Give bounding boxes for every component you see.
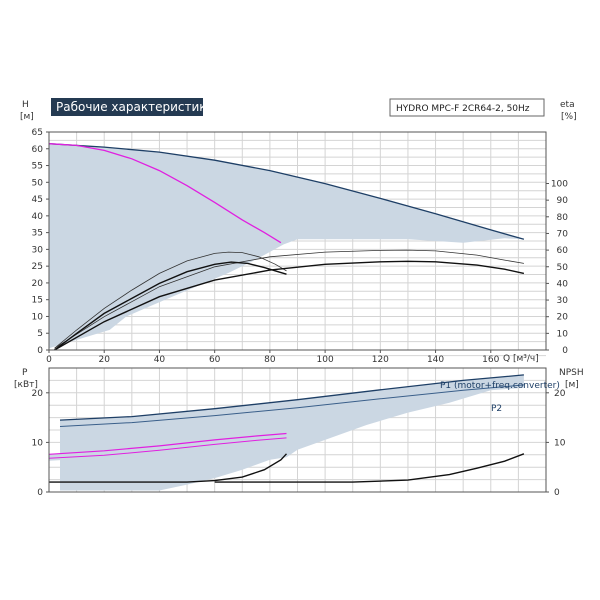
head-axis-unit: [м] (20, 112, 34, 122)
model-box (389, 98, 545, 117)
eta-tick-label-30: 30 (557, 296, 569, 306)
x-tick-label-80: 80 (264, 355, 276, 365)
power-area (60, 374, 524, 491)
operating-area (49, 143, 524, 349)
npsh-curve-2 (214, 453, 525, 483)
x-tick-label-120: 120 (372, 355, 389, 365)
p2-series-label: P2 (491, 404, 502, 414)
eta-curve-thin-2 (54, 249, 524, 349)
eta-tick-label-40: 40 (557, 279, 569, 289)
x-axis-label: Q [м³/ч] (503, 354, 539, 364)
head-axis-label: H (22, 100, 29, 110)
eta-tick-label-60: 60 (557, 246, 569, 256)
power-panel-frame (48, 367, 547, 493)
power-axis-unit: [кВт] (14, 380, 38, 390)
eta-tick-label-20: 20 (557, 313, 569, 323)
eta-axis-label: eta (560, 100, 575, 110)
eta-tick-label-70: 70 (557, 229, 569, 239)
x-tick-label-40: 40 (154, 355, 166, 365)
head-tick-label-5: 5 (37, 329, 43, 339)
eta-curve-thick-1 (54, 261, 287, 351)
head-tick-label-15: 15 (32, 296, 43, 306)
single-pump-p1-curve (48, 432, 287, 455)
head-tick-label-0: 0 (37, 346, 43, 356)
eta-tick-label-50: 50 (557, 263, 569, 273)
x-tick-label-100: 100 (317, 355, 334, 365)
head-tick-label-65: 65 (32, 128, 43, 138)
eta-tick-label-100: 100 (551, 180, 568, 190)
power-tick-label-0: 0 (37, 488, 43, 498)
eta-tick-label-80: 80 (557, 213, 569, 223)
plot-layer (48, 143, 525, 491)
eta-tick-label-10: 10 (557, 329, 569, 339)
head-tick-label-20: 20 (32, 279, 44, 289)
x-tick-label-160: 160 (482, 355, 499, 365)
head-tick-label-25: 25 (32, 262, 43, 272)
chart-title: Рабочие характеристики (56, 100, 214, 114)
single-pump-p2-curve (48, 437, 287, 459)
npsh-tick-label-0: 0 (554, 488, 560, 498)
head-tick-label-45: 45 (32, 195, 43, 205)
head-tick-label-30: 30 (32, 245, 44, 255)
head-panel-frame (48, 131, 547, 351)
model-label: HYDRO MPC-F 2CR64-2, 50Hz (396, 104, 530, 114)
x-tick-label-0: 0 (46, 355, 52, 365)
single-pump-head-curve (48, 143, 282, 244)
single-pump-power-area (49, 433, 287, 461)
head-tick-label-55: 55 (32, 162, 43, 172)
p2-curve (59, 384, 524, 427)
tick-layer: 0 20 40 60 80 100 120 140 1600510152025303540455… (32, 128, 569, 498)
eta-axis-unit: [%] (561, 112, 577, 122)
chart-title-box (51, 98, 203, 116)
x-tick-label-60: 60 (209, 355, 221, 365)
p1-curve (59, 374, 524, 421)
npsh-axis-unit: [м] (565, 380, 579, 390)
power-tick-label-10: 10 (32, 438, 44, 448)
power-axis-label: P (22, 368, 28, 378)
p1-series-label: P1 (motor+freq.converter) (440, 381, 560, 391)
eta-tick-label-0: 0 (562, 346, 568, 356)
npsh-tick-label-10: 10 (554, 438, 566, 448)
x-tick-label-140: 140 (427, 355, 444, 365)
head-tick-label-35: 35 (32, 229, 43, 239)
max-head-curve (48, 143, 525, 240)
head-tick-label-40: 40 (32, 212, 44, 222)
x-tick-label-20: 20 (98, 355, 110, 365)
power-tick-label-20: 20 (32, 389, 44, 399)
head-tick-label-50: 50 (32, 178, 44, 188)
npsh-curve-1 (49, 453, 288, 483)
npsh-tick-label-20: 20 (554, 389, 566, 399)
eta-tick-label-90: 90 (557, 196, 569, 206)
npsh-axis-label: NPSH (559, 368, 584, 378)
head-tick-label-10: 10 (32, 312, 44, 322)
head-tick-label-60: 60 (32, 145, 44, 155)
eta-curve-thick-2 (54, 260, 525, 351)
